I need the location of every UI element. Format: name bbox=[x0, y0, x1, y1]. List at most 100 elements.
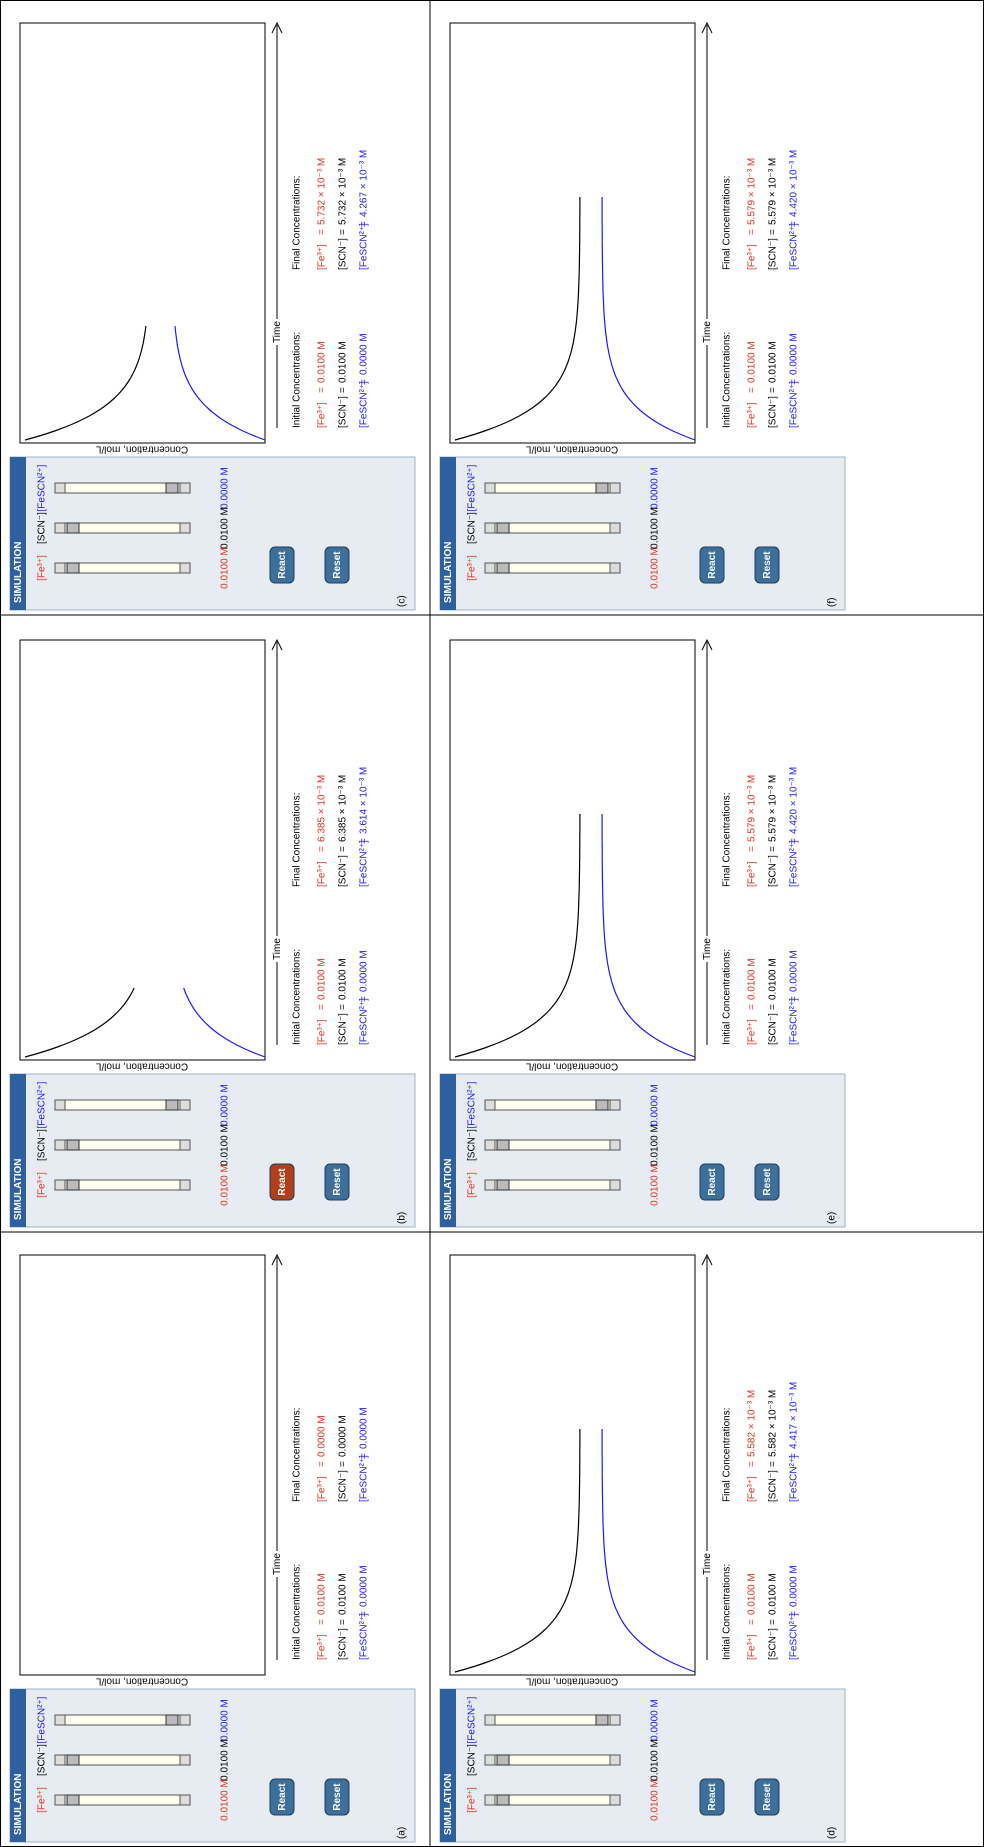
slider[interactable] bbox=[485, 563, 620, 573]
slider[interactable] bbox=[55, 1100, 190, 1110]
button[interactable]: Reset bbox=[755, 1164, 779, 1200]
final-value: 6.385 × 10⁻³ M bbox=[317, 775, 328, 842]
initial-title: Initial Concentrations: bbox=[722, 1564, 733, 1660]
header-text: SIMULATION bbox=[443, 542, 454, 603]
slider[interactable] bbox=[55, 1755, 190, 1765]
equals-sign: = bbox=[747, 229, 758, 235]
slider[interactable] bbox=[485, 1180, 620, 1190]
slider-value: 0.0000 M bbox=[650, 1084, 661, 1126]
header-text: SIMULATION bbox=[13, 542, 24, 603]
equals-sign: = bbox=[317, 387, 328, 393]
y-axis-label: Concentration, mol/L bbox=[525, 1675, 618, 1686]
initial-value: 0.0100 M bbox=[768, 341, 779, 383]
species-name: [FeSCN²⁺] bbox=[359, 1613, 370, 1660]
panel: SIMULATION[Fe³⁺]0.0100 M[SCN⁻]0.0100 M[F… bbox=[10, 1255, 415, 1842]
button[interactable]: Reset bbox=[755, 1779, 779, 1815]
slider[interactable] bbox=[55, 483, 190, 493]
slider-arrow bbox=[180, 483, 190, 493]
species-name: [FeSCN²⁺] bbox=[789, 381, 800, 428]
time-label: Time bbox=[702, 321, 713, 343]
time-label: Time bbox=[272, 938, 283, 960]
slider-arrow bbox=[180, 1100, 190, 1110]
slider-arrow bbox=[180, 1140, 190, 1150]
slider[interactable] bbox=[485, 483, 620, 493]
species-name: [Fe³⁺] bbox=[317, 402, 328, 428]
species-name: [Fe³⁺] bbox=[747, 402, 758, 428]
species-name: [Fe³⁺] bbox=[747, 861, 758, 887]
button[interactable]: Reset bbox=[325, 1779, 349, 1815]
equals-sign: = bbox=[317, 1004, 328, 1010]
species-name: [FeSCN²⁺] bbox=[359, 381, 370, 428]
button-label: React bbox=[707, 551, 718, 579]
button[interactable]: Reset bbox=[325, 1164, 349, 1200]
button[interactable]: Reset bbox=[325, 547, 349, 583]
slider[interactable] bbox=[485, 1100, 620, 1110]
slider[interactable] bbox=[485, 523, 620, 533]
species-label: [Fe³⁺] bbox=[37, 1787, 48, 1813]
equals-sign: = bbox=[359, 996, 370, 1002]
slider[interactable] bbox=[55, 563, 190, 573]
species-name: [Fe³⁺] bbox=[317, 861, 328, 887]
final-value: 0.0000 M bbox=[338, 1415, 349, 1457]
header-text: SIMULATION bbox=[13, 1774, 24, 1835]
slider-arrow bbox=[485, 1140, 495, 1150]
button[interactable]: Reset bbox=[755, 547, 779, 583]
species-name: [FeSCN²⁺] bbox=[789, 998, 800, 1045]
equals-sign: = bbox=[789, 221, 800, 227]
slider[interactable] bbox=[485, 1715, 620, 1725]
page: SIMULATION [Fe³⁺] 0.0100 M [SCN⁻] 0.0100 M [F… bbox=[0, 0, 984, 1847]
slider-value: 0.0100 M bbox=[220, 1124, 231, 1166]
button-label: Reset bbox=[762, 551, 773, 579]
slider[interactable] bbox=[55, 1715, 190, 1725]
button[interactable]: React bbox=[700, 1164, 724, 1200]
figure: SIMULATION [Fe³⁺] 0.0100 M [SCN⁻] 0.0100 M [F… bbox=[0, 0, 984, 1847]
slider[interactable] bbox=[55, 1140, 190, 1150]
slider[interactable] bbox=[55, 1795, 190, 1805]
button[interactable]: React bbox=[700, 1779, 724, 1815]
slider-value: 0.0100 M bbox=[650, 1779, 661, 1821]
button-label: Reset bbox=[332, 551, 343, 579]
panel-label: (f) bbox=[827, 598, 838, 607]
initial-value: 0.0100 M bbox=[747, 341, 758, 383]
button[interactable]: React bbox=[270, 547, 294, 583]
species-label: [FeSCN²⁺] bbox=[37, 1081, 48, 1128]
slider-arrow bbox=[610, 483, 620, 493]
plot-box bbox=[20, 640, 265, 1060]
species-name: [SCN⁻] bbox=[338, 1628, 349, 1660]
slider-arrow bbox=[485, 1100, 495, 1110]
slider[interactable] bbox=[55, 523, 190, 533]
slider[interactable] bbox=[485, 1755, 620, 1765]
equals-sign: = bbox=[747, 846, 758, 852]
y-axis-label: Concentration, mol/L bbox=[95, 1060, 188, 1071]
initial-title: Initial Concentrations: bbox=[722, 949, 733, 1045]
species-label: [Fe³⁺] bbox=[37, 555, 48, 581]
equals-sign: = bbox=[768, 229, 779, 235]
slider-thumb bbox=[166, 1100, 178, 1110]
slider-arrow bbox=[610, 1180, 620, 1190]
button[interactable]: React bbox=[270, 1164, 294, 1200]
slider[interactable] bbox=[485, 1795, 620, 1805]
slider-arrow bbox=[485, 1180, 495, 1190]
final-title: Final Concentrations: bbox=[292, 1408, 303, 1503]
slider-arrow bbox=[610, 1715, 620, 1725]
species-name: [SCN⁻] bbox=[338, 1013, 349, 1045]
final-title: Final Concentrations: bbox=[292, 176, 303, 271]
species-name: [Fe³⁺] bbox=[317, 1634, 328, 1660]
slider-arrow bbox=[610, 1795, 620, 1805]
y-axis-label: Concentration, mol/L bbox=[525, 443, 618, 454]
equals-sign: = bbox=[338, 387, 349, 393]
initial-value: 0.0000 M bbox=[359, 950, 370, 992]
slider-thumb bbox=[497, 1140, 509, 1150]
slider-arrow bbox=[485, 1755, 495, 1765]
button[interactable]: React bbox=[700, 547, 724, 583]
slider[interactable] bbox=[55, 1180, 190, 1190]
y-axis-label: Concentration, mol/L bbox=[95, 1675, 188, 1686]
button[interactable]: React bbox=[270, 1779, 294, 1815]
final-value: 5.579 × 10⁻³ M bbox=[747, 158, 758, 225]
initial-value: 0.0100 M bbox=[338, 341, 349, 383]
slider-thumb bbox=[166, 483, 178, 493]
slider[interactable] bbox=[485, 1140, 620, 1150]
equals-sign: = bbox=[747, 1619, 758, 1625]
slider-value: 0.0000 M bbox=[220, 1084, 231, 1126]
slider-value: 0.0000 M bbox=[220, 1699, 231, 1741]
